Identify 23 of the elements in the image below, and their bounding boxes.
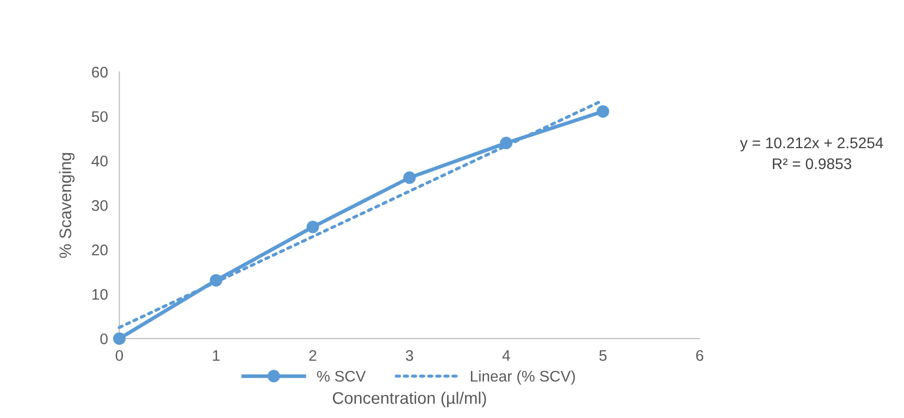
legend-label: Linear (% SCV) bbox=[470, 370, 575, 385]
x-axis-title: Concentration (µl/ml) bbox=[332, 392, 486, 408]
point bbox=[306, 220, 320, 234]
legend-label: % SCV bbox=[317, 370, 366, 382]
x-tick-label: 2 bbox=[309, 350, 316, 361]
y-tick-label: 50 bbox=[92, 111, 108, 122]
point bbox=[403, 171, 416, 184]
x-tick-label: 1 bbox=[212, 350, 220, 361]
point bbox=[596, 105, 610, 118]
text: y = 10.212x + 2.5254 R² = 0.9853 bbox=[740, 138, 884, 170]
y-tick-label: 10 bbox=[92, 289, 108, 300]
y-tick-label: 20 bbox=[92, 244, 108, 256]
x-tick-label: 3 bbox=[406, 350, 414, 361]
x-tick-label: 4 bbox=[502, 350, 510, 361]
y-axis-title: % Scavenging bbox=[59, 153, 75, 258]
y-tick-label: 30 bbox=[92, 200, 108, 211]
x-tick-label: 5 bbox=[599, 350, 607, 361]
point bbox=[113, 332, 126, 345]
x-tick-label: 0 bbox=[116, 350, 123, 361]
y-tick-label: 40 bbox=[92, 156, 108, 166]
x-tick-label: 6 bbox=[696, 350, 704, 361]
y-tick-label: 0 bbox=[100, 333, 108, 344]
y-tick-label: 60 bbox=[92, 66, 108, 78]
